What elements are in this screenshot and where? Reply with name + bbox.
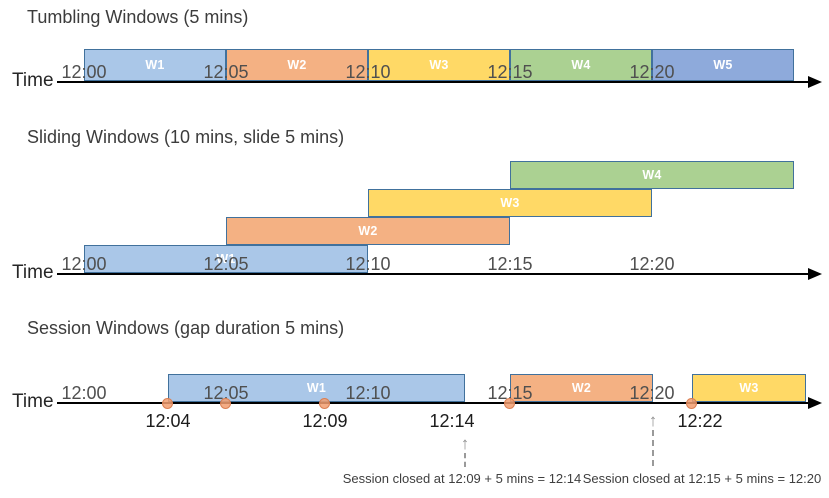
sliding-tick-12-15: 12:15 [487,254,533,274]
window-label: W2 [358,224,378,238]
sliding-timeline [57,273,808,275]
session-window-w1: W1 [168,374,465,402]
sliding-window-w2: W2 [226,217,510,245]
tumbling-window-w4: W4 [510,49,652,81]
dashed-line [652,430,654,466]
event-label-12-04: 12:04 [145,411,191,431]
tumbling-tick-12-15: 12:15 [487,62,533,82]
sliding-timeline-arrow-icon [808,268,822,280]
event-dot-12-22 [686,398,697,409]
window-label: W2 [571,381,592,395]
tumbling-tick-12-00: 12:00 [61,62,107,82]
event-label-12-09: 12:09 [302,411,348,431]
sliding-tick-12-00: 12:00 [61,254,107,274]
session-timeline [57,402,808,404]
tumbling-timeline-arrow-icon [808,76,822,88]
sliding-window-w3: W3 [368,189,652,217]
window-label: W3 [500,196,520,210]
window-label: W4 [642,168,662,182]
event-label-12-22: 12:22 [677,411,723,431]
window-label: W3 [429,58,449,72]
event-dot-12-06 [220,398,231,409]
sliding-window-w1: W1 [84,245,368,273]
sliding-window-w4: W4 [510,161,794,189]
session-tick-12-15: 12:15 [487,383,533,403]
session-title: Session Windows (gap duration 5 mins) [27,318,345,338]
event-dot-12-09 [319,398,330,409]
window-label: W2 [287,58,307,72]
tumbling-axis-label: Time [12,70,54,91]
session-window-w3: W3 [692,374,806,402]
sliding-axis-label: Time [12,262,54,283]
tumbling-window-w3: W3 [368,49,510,81]
session-tick-12-10: 12:10 [345,383,391,403]
window-label: W1 [145,58,165,72]
tumbling-tick-12-20: 12:20 [629,62,675,82]
session-window-w2: W2 [510,374,653,402]
session-axis-label: Time [12,391,54,412]
tumbling-window-w2: W2 [226,49,368,81]
up-arrow-icon: ↑ [460,434,470,453]
tumbling-tick-12-10: 12:10 [345,62,391,82]
window-label: W4 [571,58,591,72]
window-label: W5 [713,58,733,72]
session-tick-12-00: 12:00 [61,383,107,403]
event-label-12-14: 12:14 [429,411,475,431]
sliding-title: Sliding Windows (10 mins, slide 5 mins) [27,127,345,147]
session-close-annotation-1: Session closed at 12:09 + 5 mins = 12:14 [342,471,582,486]
up-arrow-icon: ↑ [648,411,658,430]
tumbling-title: Tumbling Windows (5 mins) [27,7,249,27]
session-tick-12-05: 12:05 [203,383,249,403]
sliding-tick-12-20: 12:20 [629,254,675,274]
session-timeline-arrow-icon [808,397,822,409]
sliding-tick-12-10: 12:10 [345,254,391,274]
sliding-tick-12-05: 12:05 [203,254,249,274]
window-label: W1 [216,252,236,266]
event-dot-12-04 [162,398,173,409]
window-label: W1 [306,381,327,395]
tumbling-timeline [57,81,808,83]
session-close-annotation-2: Session closed at 12:15 + 5 mins = 12:20 [582,471,822,486]
dashed-line [464,453,466,467]
tumbling-tick-12-05: 12:05 [203,62,249,82]
session-tick-12-20: 12:20 [629,383,675,403]
window-label: W3 [739,381,759,395]
event-dot-12-15 [504,398,515,409]
tumbling-window-w1: W1 [84,49,226,81]
tumbling-window-w5: W5 [652,49,794,81]
